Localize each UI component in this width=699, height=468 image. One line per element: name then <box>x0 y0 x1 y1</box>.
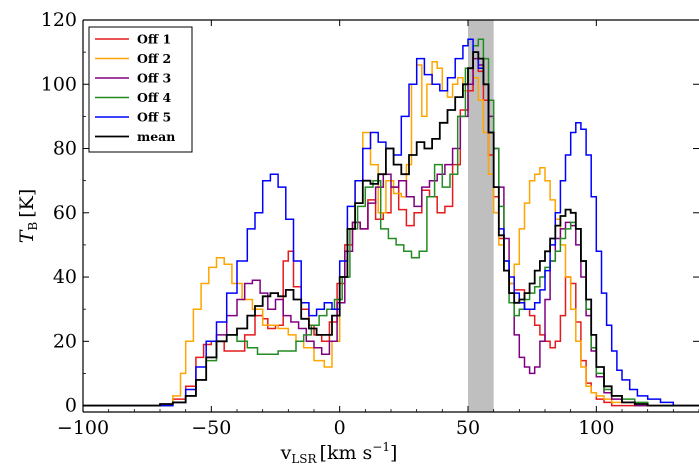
y-tick-label: 60 <box>53 202 77 224</box>
legend-label: Off 3 <box>137 71 171 86</box>
x-tick-label: 50 <box>456 417 480 439</box>
x-tick-label: 100 <box>578 417 614 439</box>
legend-label: Off 4 <box>137 90 172 105</box>
x-tick-label: 0 <box>334 417 346 439</box>
y-tick-label: 120 <box>41 9 77 31</box>
series-line-off-4 <box>83 38 699 407</box>
y-tick-label: 0 <box>65 395 77 417</box>
x-tick-label: −50 <box>191 417 231 439</box>
y-tick-label: 80 <box>53 138 77 160</box>
series-line-off-1 <box>83 51 699 407</box>
x-axis-label: vLSR [km s−1] <box>280 440 398 466</box>
series-line-off-3 <box>83 57 699 407</box>
shaded-region-layer <box>468 20 494 412</box>
y-axis-label: TB[K] <box>16 189 40 244</box>
series-line-mean <box>83 51 699 407</box>
legend-box <box>88 26 193 153</box>
ticks-layer: −100 −50 0 50 100 0 20 40 60 80 100 120 <box>41 9 699 439</box>
legend-label: Off 5 <box>137 110 171 125</box>
legend-label: Off 1 <box>137 32 171 47</box>
y-tick-label: 20 <box>53 330 77 352</box>
x-tick-label: −100 <box>57 417 109 439</box>
series-line-off-5 <box>83 38 699 407</box>
y-tick-label: 100 <box>41 73 77 95</box>
legend: Off 1 Off 2 Off 3 Off 4 Off 5 mean <box>88 26 193 153</box>
y-tick-label: 40 <box>53 266 77 288</box>
series-layer <box>83 38 699 407</box>
shaded-velocity-band <box>468 20 494 412</box>
legend-label: Off 2 <box>137 51 171 66</box>
legend-label: mean <box>137 129 175 144</box>
